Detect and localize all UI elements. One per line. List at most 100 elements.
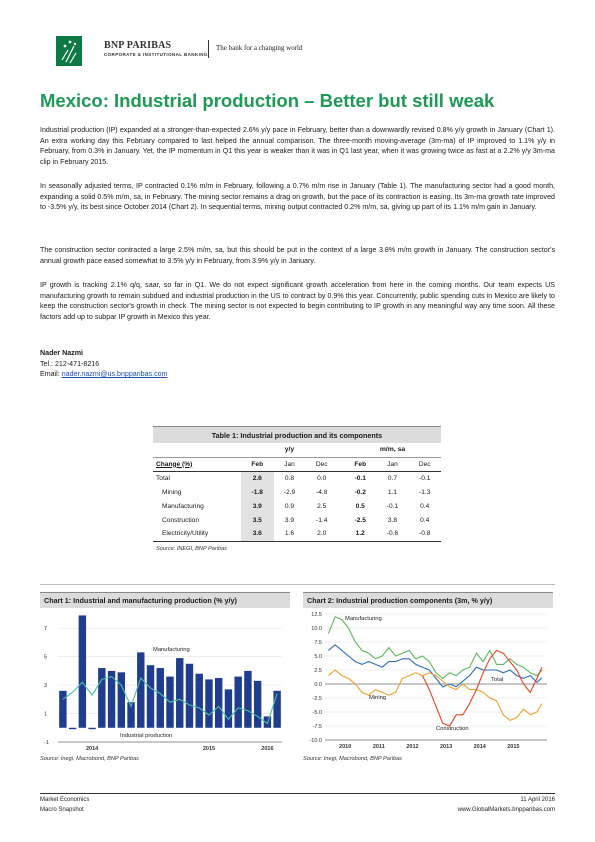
x-tick-label: 2013 (440, 744, 452, 750)
line-series (327, 616, 543, 680)
y-tick-label: 7.5 (314, 640, 322, 646)
table-cell: -0.8 (408, 527, 441, 542)
table-cell: 2.0 (305, 527, 338, 542)
bar (214, 678, 223, 728)
bar (59, 690, 67, 728)
y-tick-label: -10.0 (309, 738, 322, 744)
x-tick-label: 2014 (474, 744, 487, 750)
table-cell: 2.6 (241, 471, 274, 485)
table-cell: -1.3 (419, 488, 431, 496)
footer-divider (40, 793, 555, 794)
bar (195, 673, 203, 728)
table-cell: -0.1 (386, 502, 399, 510)
table-cell: 0.8 (284, 474, 295, 482)
col-header-change: Change (%) (153, 457, 241, 472)
bar (88, 727, 96, 730)
brand-name: BNP PARIBAS (104, 40, 172, 51)
table-header-spacer (153, 443, 241, 458)
y-tick-label: 5.0 (314, 654, 322, 660)
table-cell: 3.9 (241, 499, 274, 513)
bar (137, 652, 145, 728)
series-annotation: Manufacturing (153, 647, 190, 653)
chart-ip-manufacturing: Chart 1: Industrial and manufacturing pr… (40, 592, 290, 766)
bar (127, 702, 135, 728)
bar (146, 665, 155, 728)
group-mm-label: m/m, sa (343, 443, 441, 458)
col-header: Jan (273, 457, 306, 472)
chart-source: Source: Inegi, Macrobond, BNP Paribas (40, 756, 139, 762)
table-cell: -2.5 (354, 516, 366, 524)
col-header: Jan (376, 457, 409, 472)
bar (78, 615, 87, 728)
footer-website[interactable]: www.GlobalMarkets.bnpparibas.com (457, 807, 555, 813)
col-header: Dec (408, 457, 441, 472)
page-header: BNP PARIBAS CORPORATE & INSTITUTIONAL BA… (40, 36, 555, 66)
series-annotation: Industrial production (120, 733, 172, 739)
row-label: Electricity/Utility (153, 527, 241, 542)
page-title: Mexico: Industrial production – Better b… (40, 90, 495, 111)
table-cell: 0.4 (420, 502, 430, 510)
x-tick-label: 2012 (406, 744, 418, 750)
table-cell: 3.8 (387, 516, 398, 524)
table-cell: 0.0 (317, 474, 327, 482)
x-tick-label: 2015 (507, 744, 519, 750)
chart-ip-components: Chart 2: Industrial production component… (303, 592, 553, 766)
table-cell: 1.1 (387, 488, 398, 496)
y-tick-label: -7.5 (313, 724, 322, 730)
series-annotation: Total (491, 677, 503, 683)
table-source: Source: INEGI, BNP Paribas (156, 545, 227, 552)
chart-title: Chart 2: Industrial production component… (303, 592, 553, 608)
y-tick-label: 0.0 (314, 682, 322, 688)
table-group-header: y/y m/m, sa (153, 443, 441, 458)
chart2-plot: 12.5 10.0 7.5 5.0 2.5 0.0 -2.5 -5.0 -7.5 -10.0 201… (309, 612, 547, 750)
line-manufacturing (62, 675, 278, 725)
author-email-line: Email: nader.nazmi@us.bnpparibas.com (40, 369, 167, 380)
y-tick-label: 1 (44, 712, 47, 718)
author-email-link[interactable]: nader.nazmi@us.bnpparibas.com (61, 370, 168, 378)
y-tick-label: 7 (44, 626, 47, 632)
industrial-production-table: Table 1: Industrial production and its c… (153, 426, 441, 552)
bar (224, 689, 233, 728)
y-tick-label: -1 (44, 740, 49, 746)
bar (117, 672, 126, 728)
footer-date: 11 April 2016 (520, 797, 555, 803)
table-cell: -1.8 (241, 485, 274, 499)
table-gap (337, 457, 344, 472)
footer-department: Market Economics (40, 797, 90, 803)
y-tick-label: 10.0 (311, 626, 322, 632)
header-divider (208, 40, 209, 58)
y-tick-label: 5 (44, 655, 47, 661)
line-series (422, 649, 543, 727)
bar (253, 680, 262, 728)
bar (176, 658, 184, 728)
table-cell: 0.5 (355, 502, 365, 510)
table-cell: -0.1 (354, 474, 366, 482)
y-tick-label: -5.0 (313, 710, 322, 716)
bar (185, 663, 194, 728)
row-label: Construction (162, 516, 200, 524)
bar (107, 670, 116, 728)
row-label: Mining (162, 488, 182, 496)
author-email-label: Email: (40, 370, 62, 378)
x-tick-label: 2014 (86, 746, 99, 752)
brand-tagline: The bank for a changing world (216, 44, 303, 52)
bar (205, 679, 213, 728)
col-header: Dec (305, 457, 338, 472)
bar (244, 670, 252, 728)
series-annotation: Mining (369, 695, 386, 701)
table-cell: 0.9 (284, 502, 295, 510)
paragraph: Industrial production (IP) expanded at a… (40, 126, 555, 167)
x-tick-label: 2010 (339, 744, 351, 750)
line-series (328, 644, 543, 688)
paragraph: IP growth is tracking 2.1% q/q, saar, so… (40, 281, 555, 322)
group-yy-label: y/y (241, 443, 338, 458)
author-name: Nader Nazmi (40, 349, 83, 357)
table-cell: 3.9 (284, 516, 295, 524)
table-cell: 2.5 (317, 502, 327, 510)
table-gap (337, 443, 344, 458)
table-row: Manufacturing 3.9 0.9 2.5 0.5 -0.1 0.4 (153, 499, 441, 513)
table-cell: -2.9 (283, 488, 296, 496)
row-label: Manufacturing (162, 502, 204, 510)
bar (273, 690, 281, 728)
bar (156, 668, 164, 728)
